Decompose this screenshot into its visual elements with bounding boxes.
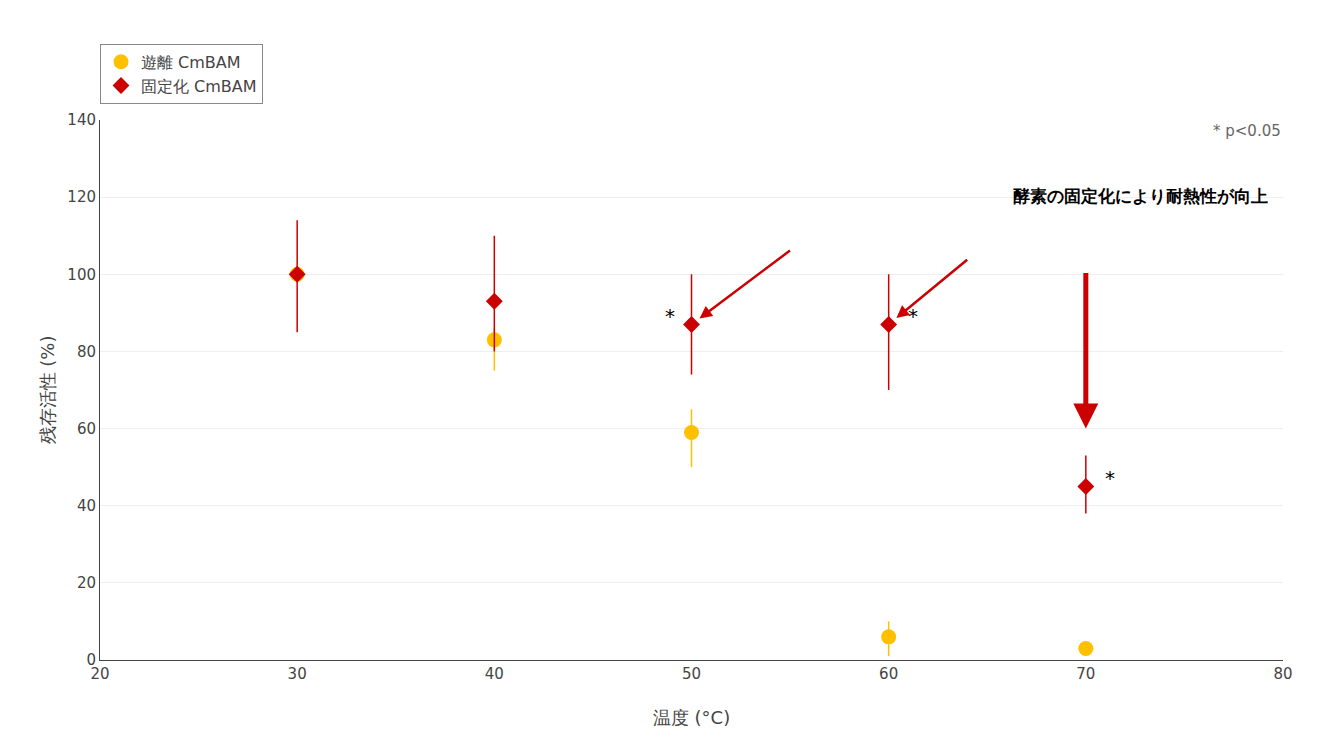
svg-text:*: * [1105,466,1115,490]
svg-text:20: 20 [90,665,109,683]
svg-text:140: 140 [67,111,96,129]
svg-text:70: 70 [1076,665,1095,683]
svg-text:温度 (°C): 温度 (°C) [653,707,730,728]
svg-text:酵素の固定化により耐熱性が向上: 酵素の固定化により耐熱性が向上 [1013,186,1268,206]
svg-text:残存活性 (%): 残存活性 (%) [37,336,58,445]
svg-text:*: * [665,304,675,328]
svg-text:100: 100 [67,266,96,284]
svg-text:50: 50 [682,665,701,683]
svg-text:80: 80 [1273,665,1292,683]
svg-text:60: 60 [77,420,96,438]
svg-text:30: 30 [288,665,307,683]
svg-text:40: 40 [77,497,96,515]
svg-text:*: * [908,304,918,328]
svg-text:40: 40 [485,665,504,683]
svg-text:120: 120 [67,188,96,206]
svg-text:60: 60 [879,665,898,683]
svg-text:* p<0.05: * p<0.05 [1213,122,1281,140]
svg-text:80: 80 [77,343,96,361]
svg-text:固定化 CmBAM: 固定化 CmBAM [141,77,257,96]
svg-text:0: 0 [86,651,96,669]
svg-text:20: 20 [77,574,96,592]
svg-text:遊離 CmBAM: 遊離 CmBAM [141,53,241,72]
